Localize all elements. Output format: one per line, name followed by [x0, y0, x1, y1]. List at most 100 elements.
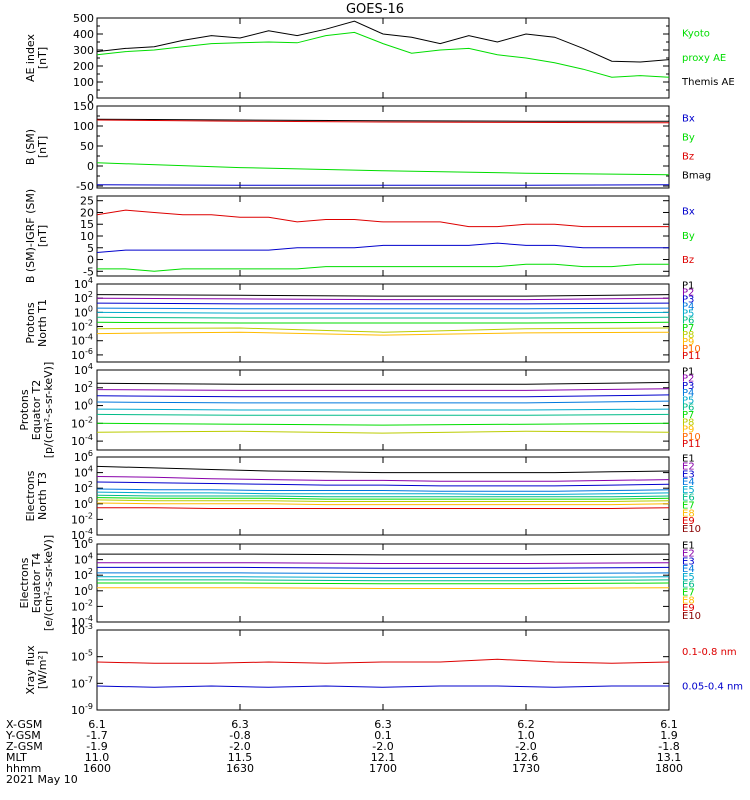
legend-entry: E3 — [682, 556, 695, 567]
y-tick-label: 10 — [80, 230, 94, 243]
legend-entry: P5 — [682, 395, 694, 406]
series-line — [97, 572, 670, 575]
y-tick-label: 104 — [74, 276, 93, 291]
footer-value: -1.7 — [86, 729, 107, 742]
series-line — [96, 491, 670, 495]
footer-value: 6.1 — [88, 718, 106, 731]
legend-entry: Bz — [682, 255, 694, 266]
series-line — [96, 31, 670, 78]
series-line — [96, 658, 670, 664]
series-line — [96, 307, 670, 310]
legend-entry: P4 — [682, 302, 694, 313]
series-line — [96, 413, 670, 416]
legend-entry: P2 — [682, 374, 694, 385]
legend-entry: P1 — [682, 366, 694, 377]
y-axis-label: B (SM)-IGRF (SM) — [24, 189, 37, 283]
series-line — [96, 388, 670, 391]
y-tick-label: 10-4 — [71, 433, 93, 448]
legend-entry: P7 — [682, 410, 694, 421]
series-line — [96, 294, 670, 297]
y-axis-label: Xray flux — [24, 645, 37, 695]
legend-entry: E4 — [682, 564, 695, 575]
series-line — [96, 476, 670, 482]
y-tick-label: 200 — [73, 60, 94, 73]
y-tick-label: 102 — [74, 480, 93, 495]
y-axis-label: [nT] — [36, 136, 49, 158]
series-line — [96, 242, 669, 253]
legend-entry: E6 — [682, 580, 695, 591]
legend-entry: E2 — [682, 461, 695, 472]
panel-frame — [96, 629, 670, 711]
legend-entry: E6 — [682, 493, 695, 504]
legend-entry: By — [682, 231, 695, 242]
y-tick-label: 10-4 — [71, 333, 93, 348]
footer-value: 1800 — [655, 762, 683, 775]
y-tick-label: 102 — [74, 567, 93, 582]
series-line — [96, 488, 670, 492]
legend-entry: P5 — [682, 309, 694, 320]
legend-entry: Bz — [682, 152, 694, 163]
legend-entry: P6 — [682, 316, 694, 327]
legend-entry: P9 — [682, 425, 694, 436]
series-line — [96, 381, 670, 385]
y-tick-label: 15 — [80, 218, 94, 231]
series-line — [96, 499, 670, 502]
panel-frame — [96, 105, 670, 189]
footer-value: 13.1 — [657, 751, 682, 764]
legend-entry: E10 — [682, 611, 701, 622]
y-tick-label: 10-9 — [71, 702, 93, 717]
y-axis-label: North T1 — [36, 299, 49, 347]
legend-entry: P8 — [682, 417, 694, 428]
series-line — [96, 497, 670, 500]
legend-entry: E1 — [682, 454, 695, 465]
series-line — [96, 118, 669, 122]
panel-frame — [96, 17, 670, 99]
y-tick-label: 20 — [80, 206, 94, 219]
legend-entry: P9 — [682, 337, 694, 348]
series-line — [96, 331, 670, 336]
panel-ae: 0 100 200 300 400 500 AE index [nT] Kyoto proxy A… — [24, 12, 735, 105]
series-line — [97, 566, 670, 569]
footer-row-label: X-GSM — [6, 718, 42, 731]
y-tick-label: -5 — [83, 265, 94, 278]
y-axis-label: [e/(cm²-s-sr-keV)] — [42, 535, 55, 631]
legend-entry: P4 — [682, 388, 694, 399]
y-tick-label: 104 — [74, 465, 93, 480]
footer-value: 1700 — [369, 762, 397, 775]
footer-value: 1.0 — [517, 729, 535, 742]
series-line — [96, 297, 670, 301]
legend-entry: E5 — [682, 485, 695, 496]
legend-entry: P3 — [682, 294, 694, 305]
footer-value: 12.6 — [514, 751, 539, 764]
footer-value: 11.0 — [85, 751, 110, 764]
legend-entry: E8 — [682, 595, 695, 606]
y-axis-label: [nT] — [36, 47, 49, 69]
footer-row-label: MLT — [6, 751, 27, 764]
series-line — [96, 394, 670, 398]
series-line — [96, 321, 670, 324]
y-tick-label: 10-6 — [71, 347, 93, 362]
footer-value: 1630 — [226, 762, 254, 775]
y-tick-label: 25 — [80, 195, 94, 208]
legend-entry: P7 — [682, 323, 694, 334]
y-tick-label: 100 — [74, 583, 93, 598]
footer-value: 1600 — [83, 762, 111, 775]
footer-row-label: hhmm — [6, 762, 41, 775]
legend-entry: E5 — [682, 572, 695, 583]
series-line — [96, 481, 670, 487]
y-tick-label: 10-5 — [71, 649, 93, 664]
series-line — [97, 507, 670, 509]
legend-entry: P2 — [682, 287, 694, 298]
series-line — [97, 562, 670, 564]
y-axis-label: Electrons — [24, 470, 37, 521]
legend-entry: 0.05-0.4 nm — [682, 682, 743, 693]
footer-value: -2.0 — [229, 740, 250, 753]
y-tick-label: 106 — [74, 536, 93, 551]
legend-entry: P10 — [682, 432, 701, 443]
series-line — [96, 327, 670, 333]
legend-entry: P3 — [682, 381, 694, 392]
y-axis-label: Protons — [18, 389, 31, 430]
y-tick-label: 106 — [74, 449, 93, 464]
legend-entry: P11 — [682, 351, 701, 362]
